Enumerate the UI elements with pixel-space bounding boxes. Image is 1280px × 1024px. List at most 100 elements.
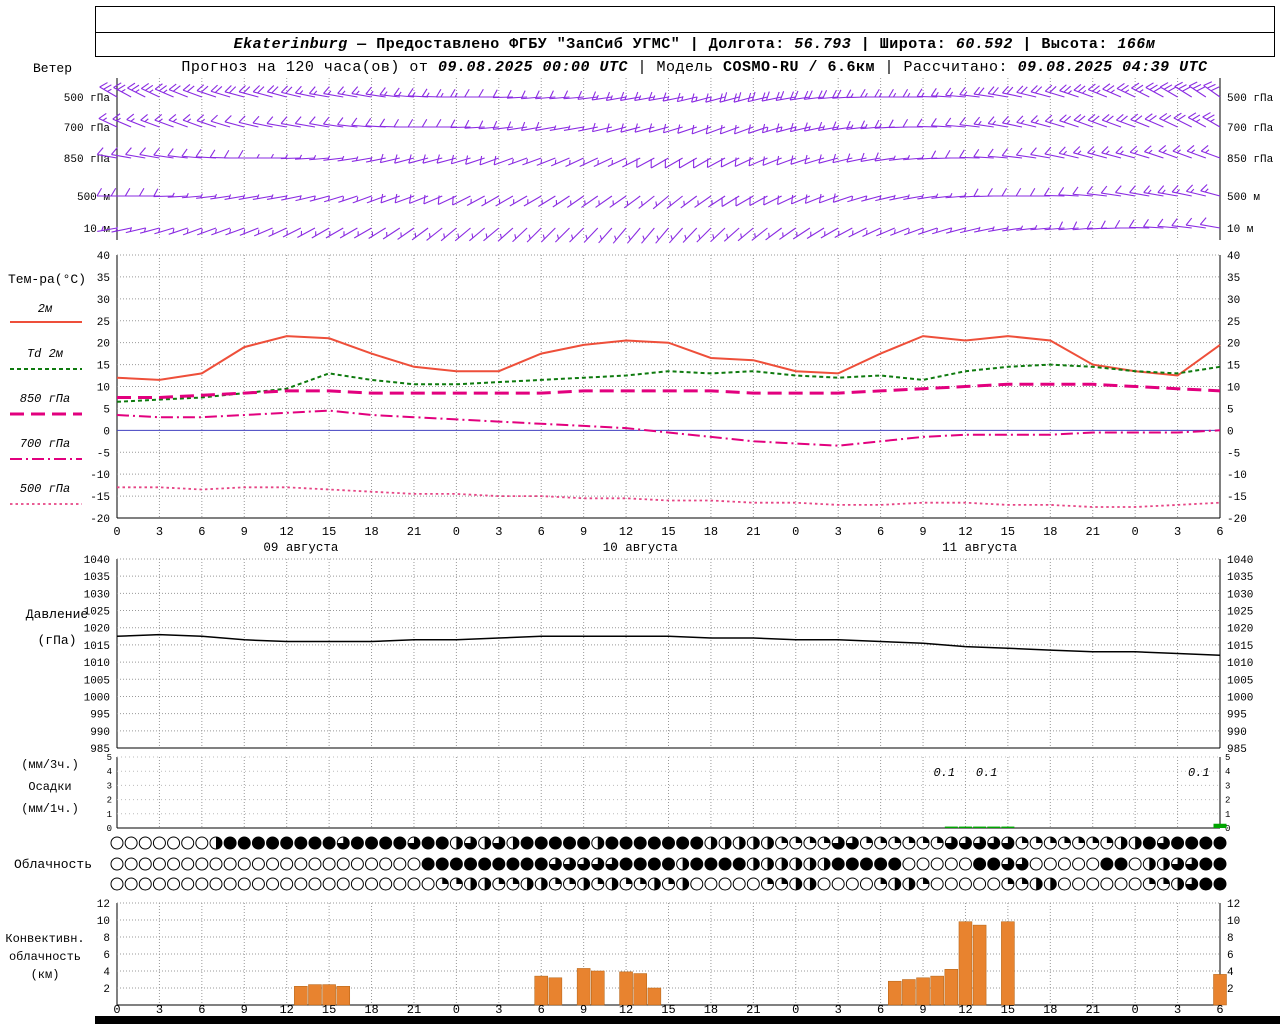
cloud-symbol — [195, 836, 209, 850]
cloud-symbol — [167, 836, 181, 850]
precip-bar — [973, 826, 987, 828]
wind-barb-feather — [394, 154, 398, 164]
wind-barb-halffeather — [1190, 188, 1195, 193]
wind-barb — [634, 126, 655, 133]
wind-barb-feather — [832, 153, 837, 163]
wind-barb-feather — [168, 113, 177, 121]
wind-barb-feather — [492, 120, 498, 130]
wind-barb-feather — [1145, 82, 1154, 88]
cloud-symbol — [195, 857, 209, 871]
temp-line-Td 2м — [116, 363, 1221, 403]
wind-barb-halffeather — [628, 235, 631, 241]
wind-barb — [1030, 91, 1051, 98]
wind-barb-feather — [464, 88, 470, 98]
cloud-symbol-full — [888, 858, 901, 870]
wind-barb-halffeather — [540, 159, 543, 164]
temp-tick-left: -15 — [90, 492, 110, 504]
wind-barb-halffeather — [669, 201, 672, 206]
wind-barb — [1172, 191, 1192, 197]
wind-barb-feather — [1159, 82, 1169, 88]
cloud-symbol-fraction — [824, 837, 831, 843]
wind-barb-halffeather — [454, 92, 458, 98]
cloud-symbol-full — [874, 858, 887, 870]
wind-barb — [268, 227, 287, 237]
separator: | — [851, 36, 880, 53]
cloud-symbol-fraction — [484, 837, 491, 849]
wind-barb — [210, 195, 231, 200]
wind-barb — [860, 126, 881, 130]
cloud-symbol-full — [1171, 837, 1184, 849]
wind-barb-feather — [1185, 217, 1193, 226]
wind-barb — [1115, 191, 1136, 197]
hour-tick: 6 — [877, 525, 884, 539]
wind-barb-halffeather — [1006, 120, 1011, 125]
wind-barb-feather — [365, 118, 372, 127]
wind-barb-feather — [1143, 219, 1149, 228]
wind-barb-halffeather — [369, 156, 373, 162]
wind-barb-feather — [1129, 185, 1136, 193]
cloud-symbol — [958, 877, 972, 891]
wind-barb — [338, 195, 358, 203]
wind-barb-feather — [779, 91, 785, 100]
wind-barb — [598, 227, 613, 244]
wind-barb-feather — [1116, 113, 1124, 121]
wind-barb-feather — [1058, 221, 1064, 230]
conv-tick-left: 8 — [103, 933, 110, 945]
wind-barb — [1059, 90, 1079, 98]
hour-tick: 6 — [198, 525, 205, 539]
pressure-tick-left: 1030 — [84, 589, 110, 601]
cloud-symbol-fraction — [1157, 837, 1170, 849]
wind-barb-feather — [172, 85, 181, 92]
cloud-symbol — [859, 877, 873, 891]
temp-line-850 гПа — [117, 382, 1221, 399]
cloud-symbol-full — [351, 837, 364, 849]
wind-barb-halffeather — [171, 192, 175, 198]
wind-barb-feather — [437, 195, 440, 205]
precip-tick-left: 1 — [107, 810, 112, 820]
precip-tick-left: 2 — [107, 796, 112, 806]
wind-barb-feather — [520, 90, 526, 99]
wind-barb-feather — [776, 155, 780, 165]
wind-level-label-right: 500 м — [1227, 192, 1260, 204]
temp-tick-right: -20 — [1227, 514, 1247, 526]
wind-barb-halffeather — [1006, 225, 1009, 231]
wind-barb — [804, 96, 825, 100]
wind-barb — [211, 227, 231, 236]
wind-barb-feather — [1171, 184, 1179, 193]
cloud-symbol — [1072, 877, 1086, 891]
pressure-tick-left: 1005 — [84, 675, 110, 687]
wind-barb-feather — [200, 85, 209, 93]
cloud-symbol-fraction — [512, 878, 519, 884]
wind-barb-halffeather — [313, 155, 317, 160]
cloud-symbol-fraction — [781, 837, 788, 843]
wind-barb — [765, 227, 782, 241]
cloud-symbol — [322, 857, 336, 871]
wind-barb-feather — [747, 124, 751, 134]
hour-tick-bottom: 21 — [746, 1003, 760, 1017]
wind-barb — [325, 227, 344, 239]
wind-barb-feather — [987, 148, 994, 157]
wind-barb — [1044, 153, 1065, 159]
wind-barb — [368, 227, 386, 239]
cloud-symbol — [1057, 877, 1071, 891]
wind-barb — [1016, 227, 1037, 231]
cloud-symbol — [181, 877, 195, 891]
convective-bar — [944, 969, 959, 1006]
wind-barb-halffeather — [712, 234, 715, 239]
wind-barb-halffeather — [172, 228, 175, 233]
wind-barb — [960, 227, 980, 234]
wind-barb — [889, 195, 910, 201]
pressure-tick-left: 1040 — [84, 555, 110, 567]
wind-barb — [623, 195, 641, 209]
wind-barb-feather — [323, 116, 330, 125]
cloud-symbol-fraction — [1022, 836, 1029, 843]
wind-barb-feather — [408, 194, 412, 204]
temp-line-700 гПа — [116, 409, 1221, 447]
wind-barb-feather — [775, 123, 780, 133]
cloud-symbol-fraction — [1149, 858, 1156, 870]
precip-tick-left: 0 — [107, 824, 112, 834]
wind-barb-feather — [1129, 145, 1138, 153]
wind-barb-feather — [751, 91, 756, 101]
temp-tick-right: 25 — [1227, 317, 1240, 329]
wind-barb — [931, 95, 952, 98]
